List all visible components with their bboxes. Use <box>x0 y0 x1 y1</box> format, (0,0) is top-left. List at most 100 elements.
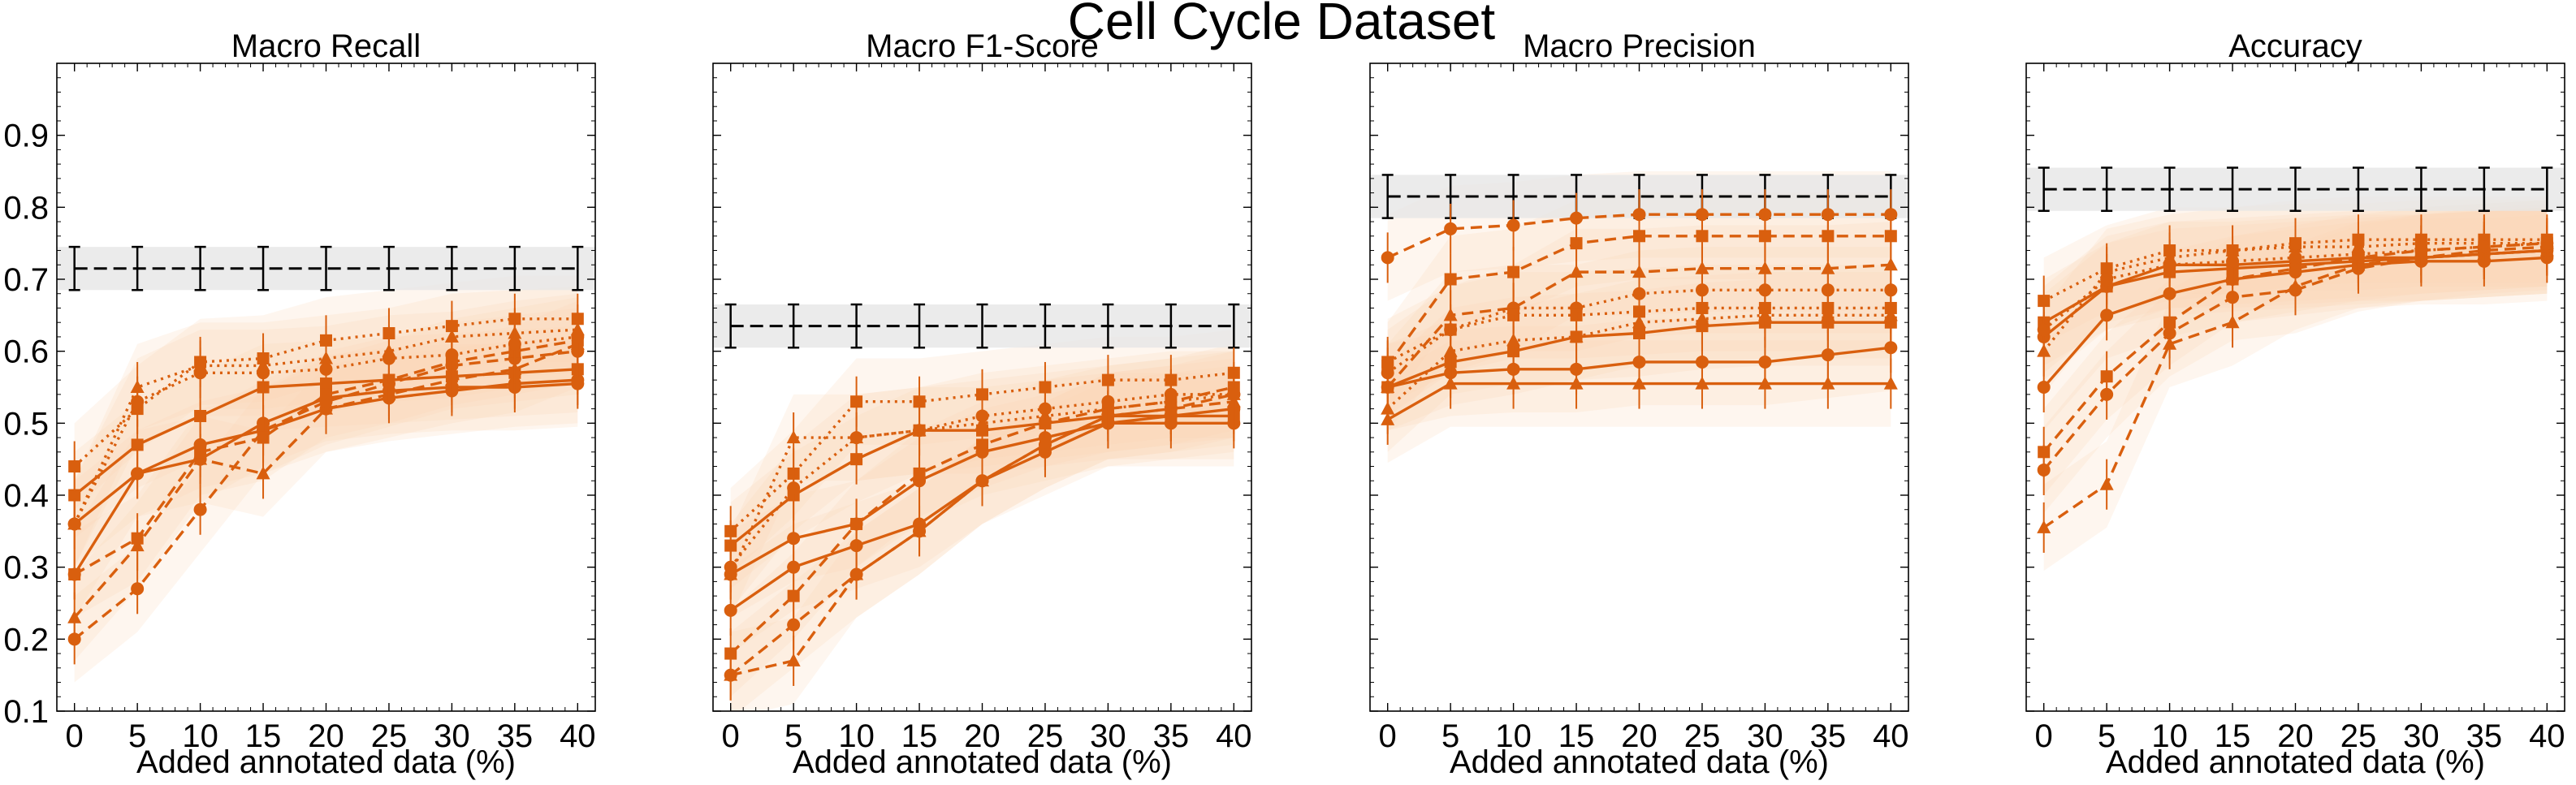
series-band <box>2043 207 2548 571</box>
series-marker-square <box>131 438 144 451</box>
series-marker-circle <box>849 431 863 445</box>
x-tick-label: 20 <box>308 718 344 754</box>
series-marker-triangle <box>1757 376 1772 390</box>
series-marker-square <box>2100 370 2113 383</box>
series-marker-triangle <box>1632 376 1646 390</box>
x-tick-label: 5 <box>128 718 146 754</box>
series-marker-circle <box>724 603 737 617</box>
x-tick-label: 0 <box>722 718 740 754</box>
x-axis-label: Added annotated data (%) <box>1450 744 1829 780</box>
series-marker-triangle <box>786 430 801 444</box>
series-marker-square <box>1696 230 1709 243</box>
series-marker-circle <box>193 502 207 516</box>
series-marker-square <box>1444 273 1457 286</box>
series-marker-triangle <box>1883 257 1898 271</box>
series-marker-circle <box>787 481 801 495</box>
x-tick-label: 25 <box>1027 718 1064 754</box>
series-marker-square <box>850 517 863 530</box>
series-marker-square <box>1884 230 1897 243</box>
series-marker-circle <box>724 560 737 574</box>
series-marker-square <box>1822 230 1835 243</box>
series-marker-triangle <box>1883 308 1898 321</box>
y-tick-label: 0.3 <box>3 550 49 586</box>
series-marker-triangle <box>1569 329 1584 343</box>
series-marker-square <box>2038 295 2051 308</box>
series-marker-circle <box>2477 240 2491 254</box>
series-marker-circle <box>2226 254 2240 268</box>
y-tick-label: 0.2 <box>3 622 49 658</box>
series-marker-square <box>194 409 207 422</box>
panel-title: Macro Precision <box>1523 28 1756 64</box>
series-marker-circle <box>2100 273 2114 286</box>
series-marker-square <box>1507 265 1520 278</box>
series-marker-triangle <box>1632 315 1646 329</box>
series-line <box>73 317 578 468</box>
series-marker-circle <box>1444 222 1458 235</box>
chart-panel: 0 5 10 15 20 25 30 35 40 Macro Precision Added ann… <box>1369 28 1909 780</box>
y-tick-label: 0.9 <box>3 119 49 154</box>
y-tick-label: 0.7 <box>3 262 49 298</box>
series-marker-triangle <box>2037 520 2051 533</box>
series-marker-circle <box>2289 251 2302 265</box>
series-marker-circle <box>1101 395 1115 408</box>
series-marker-circle <box>2037 381 2051 394</box>
series-marker-circle <box>193 366 207 380</box>
series-marker-triangle <box>2099 477 2114 490</box>
panel-title: Macro Recall <box>231 28 421 64</box>
x-tick-label: 10 <box>1495 718 1532 754</box>
series-marker-square <box>787 589 800 602</box>
series-marker-circle <box>975 409 989 423</box>
series-marker-triangle <box>1695 311 1709 325</box>
series-marker-circle <box>382 352 395 365</box>
x-tick-label: 20 <box>1621 718 1658 754</box>
series-marker-circle <box>1164 387 1178 401</box>
x-tick-label: 10 <box>2151 718 2188 754</box>
series-marker-circle <box>787 560 801 574</box>
x-tick-label: 25 <box>1684 718 1721 754</box>
series-marker-circle <box>571 377 585 390</box>
series-marker-triangle <box>1821 376 1835 390</box>
panel-title: Macro F1-Score <box>866 28 1099 64</box>
x-tick-label: 25 <box>371 718 408 754</box>
x-axis-label: Added annotated data (%) <box>136 744 516 780</box>
x-axis-label: Added annotated data (%) <box>2106 744 2485 780</box>
series-marker-circle <box>257 366 270 380</box>
series-marker-triangle <box>1569 265 1584 278</box>
series-marker-circle <box>508 337 521 351</box>
x-axis-label: Added annotated data (%) <box>793 744 1172 780</box>
series-marker-triangle <box>786 653 801 666</box>
series-marker-square <box>320 334 332 347</box>
x-tick-label: 25 <box>2340 718 2377 754</box>
series-marker-square <box>913 395 926 408</box>
series-marker-square <box>2038 446 2051 459</box>
y-tick-label: 0.5 <box>3 406 49 442</box>
series-marker-circle <box>67 632 81 646</box>
series-line <box>1386 235 1891 367</box>
series-marker-square <box>850 395 863 408</box>
series-marker-triangle <box>1883 376 1898 390</box>
chart-panel: 0 5 10 15 20 25 30 35 40 Accuracy Added annotated … <box>2025 28 2565 780</box>
series-marker-triangle <box>1443 343 1458 357</box>
x-tick-label: 10 <box>182 718 218 754</box>
series-marker-triangle <box>1443 376 1458 390</box>
x-tick-label: 20 <box>2277 718 2314 754</box>
x-tick-label: 15 <box>1558 718 1595 754</box>
series-marker-circle <box>1038 402 1052 416</box>
series-marker-circle <box>913 524 927 538</box>
series-line <box>73 349 578 641</box>
series-marker-square <box>913 467 926 480</box>
series-marker-square <box>724 524 737 537</box>
x-tick-label: 30 <box>1747 718 1783 754</box>
series-marker-circle <box>787 532 801 546</box>
x-tick-label: 40 <box>560 718 596 754</box>
series-marker-circle <box>849 567 863 581</box>
series-marker-triangle <box>1569 376 1584 390</box>
panel-title: Accuracy <box>2228 28 2362 64</box>
series-marker-square <box>68 489 81 502</box>
chart-panel: 0 5 10 15 20 25 30 35 40 0.1 0.2 0.3 0.4 0.5 0.6 0.7 0.8… <box>3 28 596 780</box>
series-marker-square <box>1758 230 1771 243</box>
x-tick-label: 30 <box>434 718 470 754</box>
series-marker-circle <box>1381 251 1394 265</box>
series-marker-circle <box>2163 258 2176 272</box>
series-marker-circle <box>1227 387 1241 401</box>
